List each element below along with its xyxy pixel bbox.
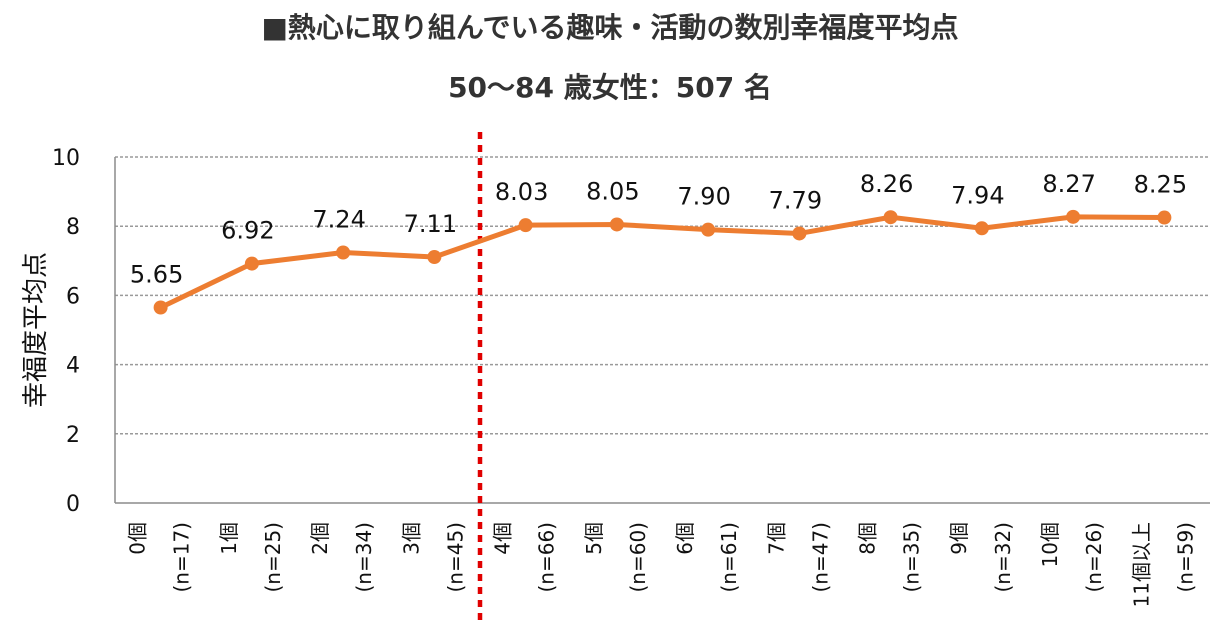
x-category-label: 6個 — [673, 522, 697, 555]
y-axis-label: 幸福度平均点 — [21, 252, 51, 408]
x-sample-size-label: (n=26) — [1082, 522, 1106, 593]
data-point — [609, 217, 624, 232]
x-sample-size-label: (n=60) — [626, 522, 650, 593]
x-category-label: 5個 — [582, 522, 606, 555]
data-label: 7.79 — [769, 186, 822, 214]
data-point — [1066, 209, 1081, 224]
data-label: 6.92 — [221, 217, 274, 245]
data-label: 8.25 — [1134, 171, 1187, 199]
data-label: 7.90 — [677, 183, 730, 211]
data-label: 7.94 — [951, 181, 1004, 209]
data-label: 5.65 — [130, 261, 183, 289]
data-point — [792, 226, 807, 241]
data-point — [974, 221, 989, 236]
y-tick-label: 10 — [52, 146, 80, 171]
x-sample-size-label: (n=47) — [808, 522, 832, 593]
x-sample-size-label: (n=45) — [443, 522, 467, 593]
x-category-label: 10個 — [1038, 522, 1062, 567]
x-sample-size-label: (n=25) — [261, 522, 285, 593]
y-tick-label: 6 — [66, 284, 80, 309]
data-label: 7.24 — [312, 205, 365, 233]
data-point — [883, 210, 898, 225]
data-label: 8.26 — [860, 170, 913, 198]
data-point — [427, 249, 442, 264]
x-category-label: 7個 — [764, 522, 788, 555]
x-sample-size-label: (n=17) — [170, 522, 194, 593]
x-category-label: 1個 — [217, 522, 241, 555]
data-point — [518, 218, 533, 233]
data-label: 8.05 — [586, 177, 639, 205]
y-tick-label: 8 — [66, 215, 80, 240]
data-label: 7.11 — [404, 210, 457, 238]
chart-subtitle: 50～84 歳女性：507 名 — [448, 71, 772, 104]
x-sample-size-label: (n=61) — [717, 522, 741, 593]
data-point — [244, 256, 259, 271]
data-point — [153, 300, 168, 315]
x-sample-size-label: (n=34) — [352, 522, 376, 593]
x-category-label: 9個 — [947, 522, 971, 555]
y-tick-label: 0 — [66, 492, 80, 517]
data-point — [701, 222, 716, 237]
x-category-label: 4個 — [491, 522, 515, 555]
chart-title: ■熱心に取り組んでいる趣味・活動の数別幸福度平均点 — [261, 11, 959, 44]
x-category-label: 11個以上 — [1129, 522, 1153, 607]
x-sample-size-label: (n=32) — [991, 522, 1015, 593]
y-tick-label: 2 — [66, 423, 80, 448]
data-point — [1157, 210, 1172, 225]
data-label: 8.03 — [495, 178, 548, 206]
x-category-label: 3個 — [399, 522, 423, 555]
x-sample-size-label: (n=66) — [535, 522, 559, 593]
y-tick-label: 4 — [66, 354, 80, 379]
series-line — [159, 214, 1165, 310]
x-category-label: 8個 — [856, 522, 880, 555]
x-sample-size-label: (n=59) — [1173, 522, 1197, 593]
data-label: 8.27 — [1042, 170, 1095, 198]
x-category-label: 0個 — [126, 522, 150, 555]
data-point — [336, 245, 351, 260]
x-sample-size-label: (n=35) — [900, 522, 924, 593]
x-category-label: 2個 — [308, 522, 332, 555]
